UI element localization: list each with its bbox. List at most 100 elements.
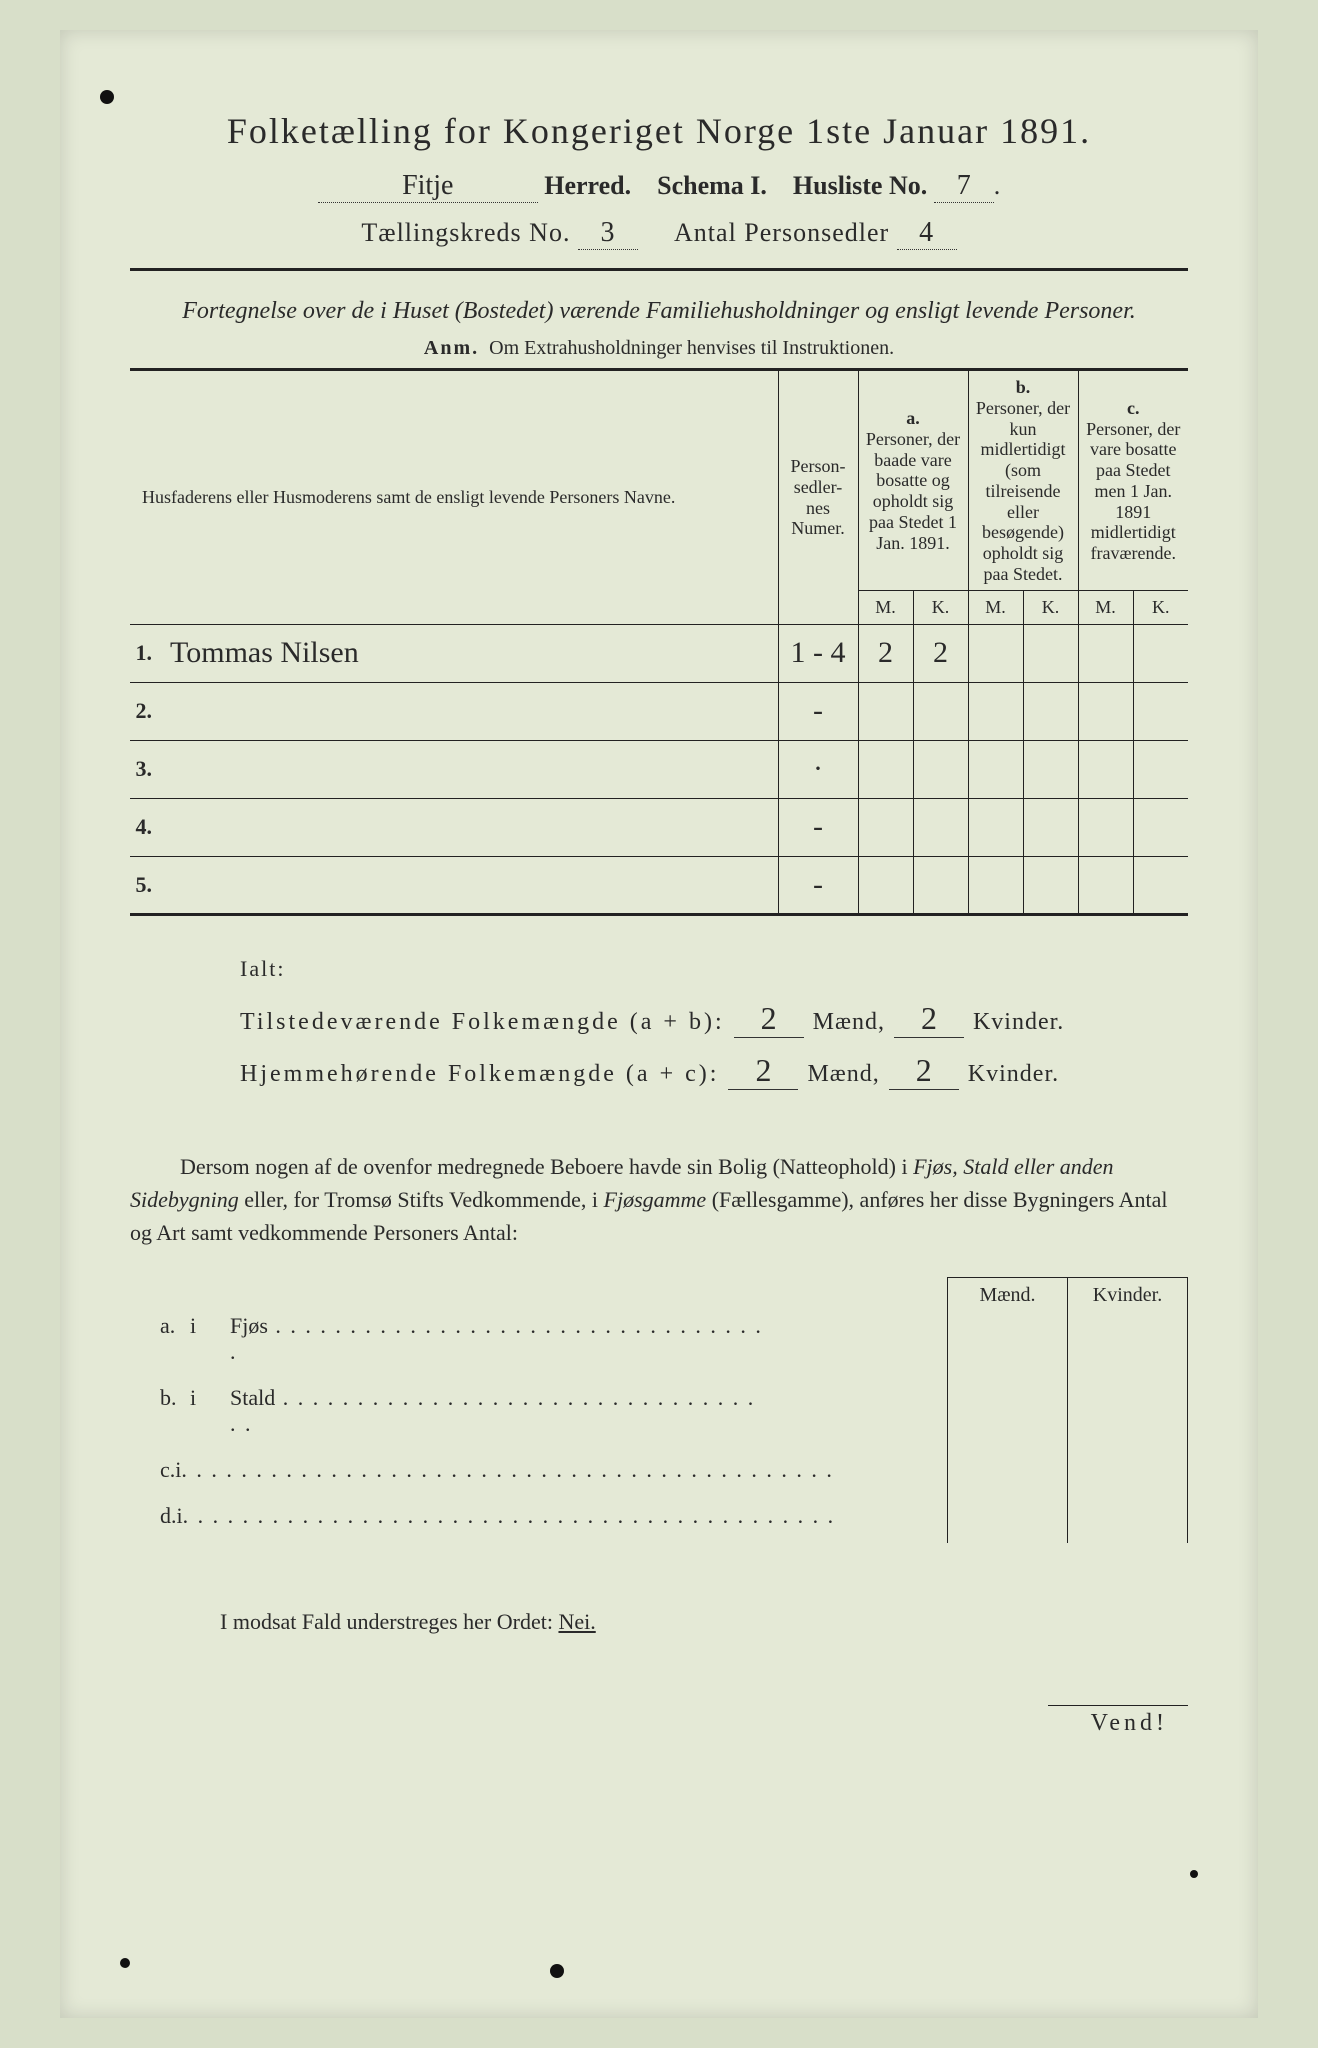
para-t2: eller, for Tromsø Stifts Vedkommende, i xyxy=(244,1187,603,1212)
cell xyxy=(968,682,1023,740)
abcd-b-i: i xyxy=(190,1385,230,1437)
para-em2: Fjøsgamme xyxy=(604,1187,707,1212)
c-m: M. xyxy=(1078,591,1133,625)
kvinder-label: Kvinder. xyxy=(973,1009,1064,1035)
cell xyxy=(1078,856,1133,914)
header-line-3: Tællingskreds No. 3 Antal Personsedler 4 xyxy=(130,217,1188,250)
totals-r1-k: 2 xyxy=(894,1000,964,1038)
ink-dot-icon xyxy=(1190,1870,1198,1878)
dots xyxy=(230,1313,763,1364)
cell: 2 xyxy=(913,624,968,682)
totals-block: Ialt: Tilstedeværende Folkemængde (a + b… xyxy=(240,956,1188,1090)
kvinder-label: Kvinder. xyxy=(968,1061,1059,1087)
row-pnum: 1 - 4 xyxy=(778,624,858,682)
abcd-c-txt xyxy=(181,1457,834,1483)
row-pnum: · xyxy=(778,740,858,798)
cell xyxy=(858,856,913,914)
col-a: a. Personer, der baade vare bosatte og o… xyxy=(858,370,968,591)
cell xyxy=(1023,856,1078,914)
row-num: 3. xyxy=(130,740,160,798)
row-num: 5. xyxy=(130,856,160,914)
abcd-b-txt: Stald xyxy=(230,1385,770,1437)
header-line-2: Fitje Herred. Schema I. Husliste No. 7. xyxy=(130,170,1188,203)
row-pnum: - xyxy=(778,682,858,740)
mk-m-label: Mænd. xyxy=(948,1277,1068,1313)
mk-k-cell xyxy=(1068,1313,1188,1543)
cell xyxy=(858,682,913,740)
row-num: 1. xyxy=(130,624,160,682)
vend-label: Vend! xyxy=(1048,1705,1188,1737)
nei-pre: I modsat Fald understreges her Ordet: xyxy=(220,1609,558,1634)
husliste-label: Husliste No. xyxy=(793,171,927,200)
cell xyxy=(913,798,968,856)
herred-value: Fitje xyxy=(318,170,538,203)
a-m: M. xyxy=(858,591,913,625)
para-t1: Dersom nogen af de ovenfor medregnede Be… xyxy=(180,1154,913,1179)
abcd-a-i: i xyxy=(190,1313,230,1365)
cell xyxy=(968,798,1023,856)
totals-row-resident: Hjemmehørende Folkemængde (a + c): 2 Mæn… xyxy=(240,1052,1188,1090)
totals-r1-m: 2 xyxy=(734,1000,804,1038)
col-c: c. Personer, der vare bosatte paa Stedet… xyxy=(1078,370,1188,591)
col-name: Husfaderens eller Husmoderens samt de en… xyxy=(130,370,778,625)
cell xyxy=(1023,624,1078,682)
maend-label: Mænd, xyxy=(807,1061,879,1087)
col-num: Person-sedler-nes Numer. xyxy=(778,370,858,625)
kreds-label: Tællingskreds No. xyxy=(361,218,570,247)
abcd-b-lbl: b. xyxy=(130,1385,190,1437)
divider xyxy=(130,268,1188,271)
cell xyxy=(913,740,968,798)
abcd-b-word: Stald xyxy=(230,1385,275,1410)
col-b-hdr: b. xyxy=(1016,377,1031,397)
col-a-hdr: a. xyxy=(906,408,920,428)
abcd-block: a. i Fjøs b. i Stald c. i d. i xyxy=(130,1313,770,1529)
cell xyxy=(913,856,968,914)
totals-row-present: Tilstedeværende Folkemængde (a + b): 2 M… xyxy=(240,1000,1188,1038)
abcd-d-lbl: d. xyxy=(130,1503,177,1529)
schema-label: Schema I. xyxy=(657,171,767,200)
row-name: Tommas Nilsen xyxy=(160,624,778,682)
b-m: M. xyxy=(968,591,1023,625)
col-b-txt: Personer, der kun midlertidigt (som tilr… xyxy=(976,398,1070,584)
cell xyxy=(1078,624,1133,682)
outbuilding-paragraph: Dersom nogen af de ovenfor medregnede Be… xyxy=(130,1150,1188,1249)
row-pnum: - xyxy=(778,856,858,914)
totals-r2-k: 2 xyxy=(889,1052,959,1090)
cell xyxy=(1133,740,1188,798)
c-k: K. xyxy=(1133,591,1188,625)
col-a-txt: Personer, der baade vare bosatte og opho… xyxy=(866,429,960,552)
table-row: 1. Tommas Nilsen 1 - 4 2 2 xyxy=(130,624,1188,682)
cell xyxy=(1023,798,1078,856)
personsedler-value: 4 xyxy=(897,217,957,250)
anm-label: Anm. xyxy=(424,337,479,359)
census-form-page: Folketælling for Kongeriget Norge 1ste J… xyxy=(60,30,1258,2018)
cell xyxy=(968,740,1023,798)
col-c-txt: Personer, der vare bosatte paa Stedet me… xyxy=(1086,419,1180,563)
b-k: K. xyxy=(1023,591,1078,625)
cell xyxy=(1023,682,1078,740)
abcd-row-d: d. i xyxy=(130,1503,770,1529)
row-num: 4. xyxy=(130,798,160,856)
mk-m-cell xyxy=(948,1313,1068,1543)
row-num: 2. xyxy=(130,682,160,740)
row-name xyxy=(160,798,778,856)
row-name xyxy=(160,856,778,914)
abcd-row-a: a. i Fjøs xyxy=(130,1313,770,1365)
mk-k-label: Kvinder. xyxy=(1068,1277,1188,1313)
page-title: Folketælling for Kongeriget Norge 1ste J… xyxy=(130,110,1188,152)
dots xyxy=(230,1385,755,1436)
cell xyxy=(858,740,913,798)
a-k: K. xyxy=(913,591,968,625)
cell xyxy=(1133,624,1188,682)
totals-r2-m: 2 xyxy=(728,1052,798,1090)
abcd-a-txt: Fjøs xyxy=(230,1313,770,1365)
totals-row1-label: Tilstedeværende Folkemængde (a + b): xyxy=(240,1009,725,1035)
husliste-value: 7 xyxy=(934,170,994,203)
cell xyxy=(1078,682,1133,740)
cell xyxy=(1133,856,1188,914)
abcd-a-word: Fjøs xyxy=(230,1313,268,1338)
ink-dot-icon xyxy=(120,1958,130,1968)
abcd-d-txt xyxy=(183,1503,836,1529)
col-c-hdr: c. xyxy=(1127,398,1140,418)
cell xyxy=(913,682,968,740)
